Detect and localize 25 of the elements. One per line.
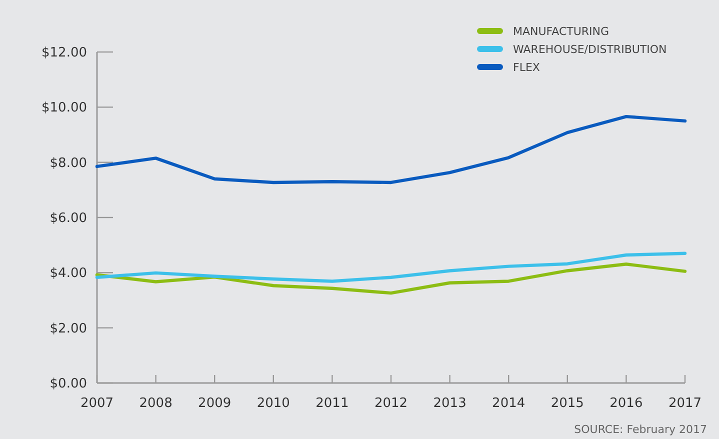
x-tick-label: 2017 xyxy=(668,396,702,411)
x-tick-label: 2008 xyxy=(139,396,172,411)
y-tick-label: $10.00 xyxy=(42,100,87,116)
y-tick-label: $4.00 xyxy=(50,266,87,282)
y-tick-label: $0.00 xyxy=(50,376,87,392)
y-tick-label: $6.00 xyxy=(50,211,87,226)
x-tick-label: 2011 xyxy=(316,396,349,411)
x-tick-label: 2015 xyxy=(550,396,584,411)
source-note: SOURCE: February 2017 xyxy=(574,423,707,436)
legend-label: MANUFACTURING xyxy=(513,24,610,38)
y-tick-label: $12.00 xyxy=(42,46,87,61)
x-tick-label: 2012 xyxy=(374,396,408,411)
x-tick-label: 2016 xyxy=(610,396,643,411)
x-tick-label: 2009 xyxy=(198,396,232,411)
x-tick-label: 2007 xyxy=(80,396,114,411)
legend-label: WAREHOUSE/DISTRIBUTION xyxy=(513,42,667,56)
line-series xyxy=(95,114,687,184)
y-tick-label: $2.00 xyxy=(50,321,87,336)
x-tick-label: 2013 xyxy=(433,396,466,411)
line-series xyxy=(95,252,687,283)
line-series xyxy=(95,262,687,295)
x-tick-label: 2014 xyxy=(492,396,526,411)
x-tick-label: 2010 xyxy=(256,396,290,411)
legend-label: FLEX xyxy=(513,60,540,74)
y-tick-label: $8.00 xyxy=(50,156,87,171)
